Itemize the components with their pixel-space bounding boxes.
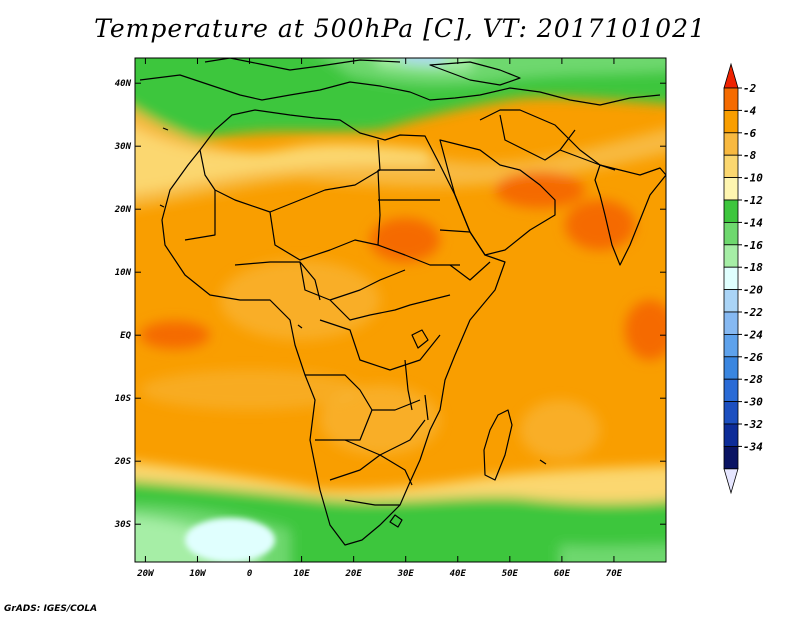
colorbar-label: -12 [743, 194, 763, 207]
colorbar-swatch [723, 110, 739, 134]
lon-label: 40E [450, 569, 467, 579]
colorbar-label: -20 [743, 284, 763, 297]
latitude-axis: 40N 30N 20N 10N EQ 10S 20S 30S [114, 79, 666, 530]
colorbar-label: -14 [743, 216, 763, 229]
colorbar-swatch [723, 401, 739, 425]
colorbar-top-cap [723, 62, 739, 89]
colorbar-label: -8 [743, 149, 757, 162]
colorbar-label: -26 [743, 351, 763, 364]
colorbar-label: -24 [743, 328, 763, 341]
lon-label: 60E [554, 569, 571, 579]
map-frame [134, 57, 667, 563]
colorbar-label: -10 [743, 172, 763, 185]
colorbar-swatch [723, 445, 739, 470]
lon-label: 50E [502, 569, 519, 579]
colorbar-swatch [723, 311, 739, 335]
colorbar-swatch [723, 356, 739, 380]
colorbar-swatch [723, 154, 739, 178]
colorbar-swatch [723, 244, 739, 268]
map-title: Temperature at 500hPa [C], VT: 201710102… [94, 14, 706, 43]
colorbar-swatch [723, 177, 739, 201]
lon-label: 70E [606, 569, 623, 579]
lat-label: 10S [115, 394, 132, 404]
colorbar-swatch [723, 378, 739, 403]
colorbar-label: -30 [743, 396, 763, 409]
lon-label: 20W [136, 569, 155, 579]
colorbar-swatch [723, 333, 739, 358]
colorbar-swatch [723, 132, 739, 156]
colorbar-label: -32 [743, 418, 763, 431]
longitude-axis: 20W 10W 0 10E 20E 30E 40E 50E 60E 70E [136, 58, 623, 579]
lat-label: EQ [120, 331, 131, 341]
colorbar-label: -16 [743, 239, 763, 252]
colorbar-swatch [723, 423, 739, 447]
colorbar-label: -18 [743, 261, 763, 274]
coastlines [139, 58, 666, 546]
colorbar-swatch [723, 289, 739, 313]
colorbar-label: -28 [743, 373, 763, 386]
colorbar-label: -4 [743, 104, 757, 117]
colorbar: -2 -4 -6 -8 -10 -12 -14 -16 -18 -20 -22 -24 -26 -28 -3… [723, 62, 763, 495]
lon-label: 10E [293, 569, 310, 579]
grads-credit: GrADS: IGES/COLA [4, 604, 98, 614]
colorbar-swatch [723, 87, 739, 111]
lon-label: 20E [345, 569, 363, 579]
colorbar-swatch [723, 221, 739, 246]
lon-label: 30E [397, 569, 415, 579]
lat-label: 30S [114, 520, 132, 530]
colorbar-swatch [723, 199, 739, 223]
lat-label: 20N [114, 205, 132, 215]
lon-label: 10W [189, 569, 207, 579]
colorbar-swatch [723, 266, 739, 291]
lat-label: 10N [115, 268, 132, 278]
colorbar-label: -34 [743, 440, 763, 453]
colorbar-label: -2 [743, 82, 757, 95]
colorbar-label: -6 [743, 127, 757, 140]
lat-label: 20S [114, 457, 132, 467]
lat-label: 30N [114, 142, 132, 152]
temperature-field [135, 58, 666, 562]
colorbar-label: -22 [743, 306, 763, 319]
lon-label: 0 [247, 569, 253, 579]
lat-label: 40N [115, 79, 132, 89]
colorbar-bottom-cap [723, 468, 739, 495]
